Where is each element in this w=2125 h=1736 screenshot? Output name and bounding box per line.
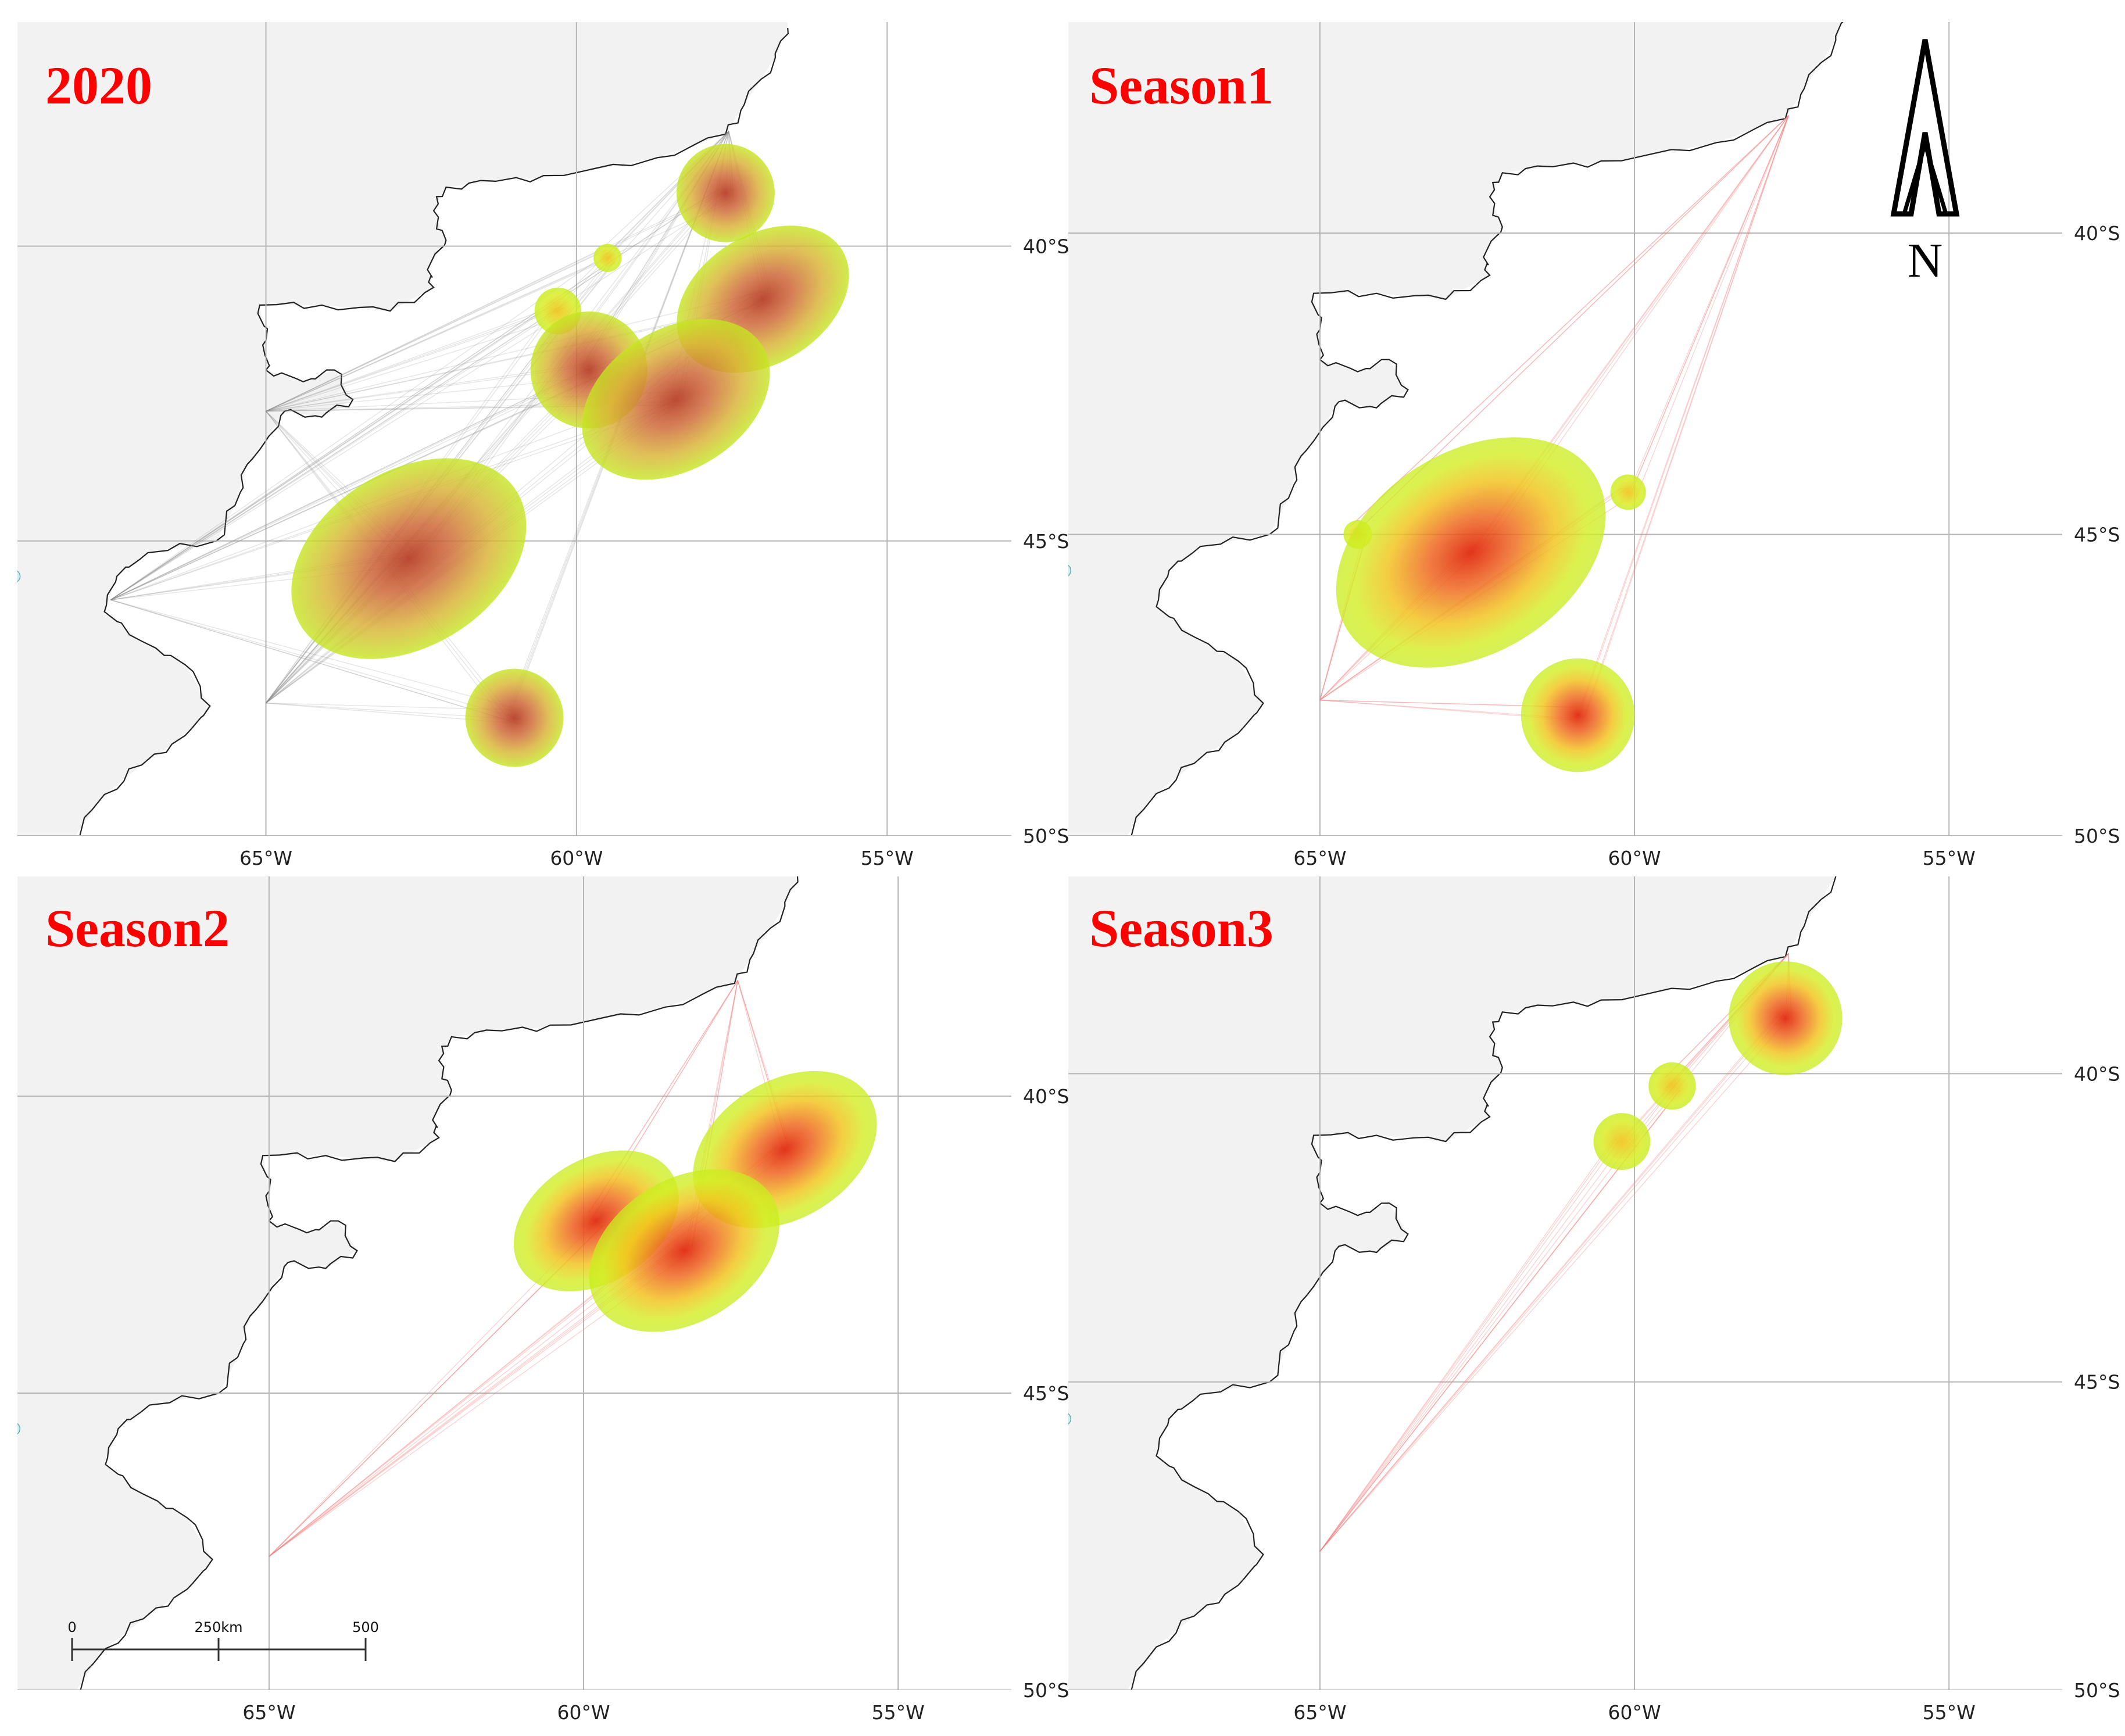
land — [1068, 22, 1844, 836]
scale-bar: 0 250km 500 — [67, 1619, 379, 1661]
map-body: 65°W 60°W 55°W 40°S 45°S 50°S — [17, 22, 1069, 869]
coastline — [78, 28, 789, 836]
lon-tick-label: 55°W — [1923, 847, 1976, 869]
lon-tick-label: 60°W — [1608, 847, 1661, 869]
lat-tick-label: 45°S — [2074, 523, 2120, 546]
lon-tick-label: 55°W — [1923, 1701, 1976, 1724]
panel-title: Season2 — [45, 899, 230, 958]
panel-title: Season1 — [1089, 56, 1273, 115]
lat-tick-label: 50°S — [2074, 1679, 2120, 1702]
map-panel-2020: 65°W 60°W 55°W 40°S 45°S 50°S 2020 — [17, 22, 1069, 869]
coastline — [79, 876, 799, 1690]
lon-tick-label: 60°W — [550, 847, 603, 869]
lat-tick-label: 45°S — [1023, 530, 1069, 553]
lon-tick-label: 60°W — [1608, 1701, 1661, 1724]
map-body: 65°W 60°W 55°W 40°S 45°S 50°S — [17, 876, 1069, 1724]
coastline — [1130, 22, 1844, 836]
panel-title: Season3 — [1089, 899, 1273, 958]
map-body: 65°W 60°W 55°W 40°S 45°S 50°S — [1068, 876, 2120, 1724]
lon-tick-label: 60°W — [557, 1701, 610, 1724]
lat-tick-label: 45°S — [2074, 1371, 2120, 1394]
lat-tick-label: 40°S — [2074, 222, 2120, 245]
lake — [1068, 564, 1072, 577]
map-panel-season3: 65°W 60°W 55°W 40°S 45°S 50°S Season3 — [1068, 876, 2120, 1724]
hotspot — [593, 244, 622, 272]
lat-tick-label: 40°S — [1023, 235, 1069, 258]
lon-tick-label: 65°W — [1293, 847, 1346, 869]
map-panel-season2: 65°W 60°W 55°W 40°S 45°S 50°S Season2 0 250km… — [17, 876, 1069, 1724]
land — [17, 876, 797, 1690]
scale-label-0: 0 — [67, 1619, 76, 1635]
hotspot — [589, 1169, 779, 1332]
north-label: N — [1908, 234, 1943, 288]
land — [17, 22, 788, 836]
lat-tick-label: 50°S — [1023, 1679, 1069, 1702]
hotspot — [1521, 658, 1635, 772]
lat-tick-label: 50°S — [2074, 825, 2120, 847]
hotspot — [291, 458, 527, 659]
hotspot — [1729, 961, 1843, 1075]
lon-tick-label: 65°W — [1293, 1701, 1346, 1724]
lat-tick-label: 50°S — [1023, 825, 1069, 847]
lake — [17, 1423, 21, 1435]
land — [1068, 876, 1836, 1690]
lon-tick-label: 65°W — [242, 1701, 295, 1724]
lon-tick-label: 55°W — [872, 1701, 925, 1724]
hotspot — [582, 319, 770, 480]
lat-tick-label: 40°S — [1023, 1085, 1069, 1108]
scale-label-500: 500 — [352, 1619, 379, 1635]
map-panel-season1: 65°W 60°W 55°W 40°S 45°S 50°S Season1 N — [1068, 22, 2120, 869]
lon-tick-label: 55°W — [861, 847, 914, 869]
scale-label-250km: 250km — [194, 1619, 242, 1635]
hotspot — [1593, 1113, 1651, 1170]
lake — [1068, 1413, 1072, 1425]
lake — [17, 570, 21, 582]
lon-tick-label: 65°W — [239, 847, 292, 869]
hotspot — [1610, 474, 1646, 510]
hotspot — [465, 668, 564, 767]
lat-tick-label: 40°S — [2074, 1062, 2120, 1085]
hotspot — [1336, 437, 1606, 668]
hotspot — [676, 144, 775, 242]
coastline — [1130, 876, 1837, 1690]
panel-title: 2020 — [45, 56, 152, 115]
map-body: 65°W 60°W 55°W 40°S 45°S 50°S — [1068, 22, 2120, 869]
north-arrow-icon: N — [1890, 39, 1960, 288]
lat-tick-label: 45°S — [1023, 1382, 1069, 1405]
hotspot — [1648, 1062, 1696, 1110]
